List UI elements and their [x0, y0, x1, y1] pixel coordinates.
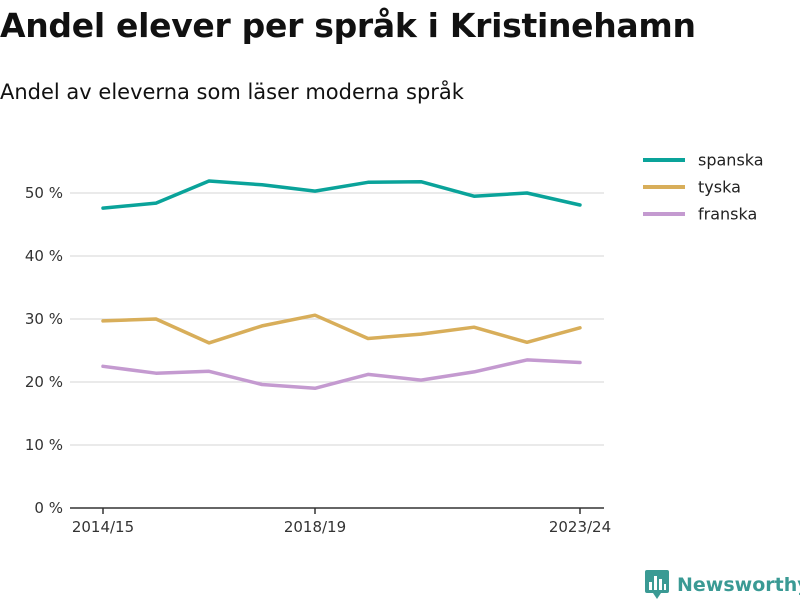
- chart-subtitle: Andel av eleverna som läser moderna språ…: [0, 80, 464, 104]
- x-tick-label: 2018/19: [284, 518, 346, 536]
- y-tick-label: 10 %: [25, 436, 63, 454]
- bar-chart-bubble-icon: [645, 570, 669, 599]
- x-axis: 2014/15 2018/19 2023/24: [70, 507, 611, 536]
- logo-text: Newsworthy: [677, 574, 800, 596]
- chart-title: Andel elever per språk i Kristinehamn: [0, 6, 696, 45]
- x-tick-label: 2014/15: [72, 518, 134, 536]
- legend-label-franska: franska: [698, 205, 757, 224]
- y-tick-label: 20 %: [25, 373, 63, 391]
- series-line-franska: [101, 358, 582, 391]
- y-tick-label: 0 %: [34, 499, 63, 517]
- series-line-tyska: [101, 313, 582, 345]
- legend-label-tyska: tyska: [698, 178, 741, 197]
- y-tick-label: 30 %: [25, 310, 63, 328]
- y-axis-tick-labels: 0 % 10 % 20 % 30 % 40 % 50 %: [25, 184, 63, 517]
- y-tick-label: 50 %: [25, 184, 63, 202]
- legend-label-spanska: spanska: [698, 151, 764, 170]
- newsworthy-logo: Newsworthy: [645, 570, 800, 600]
- series-line-spanska: [101, 179, 582, 210]
- series-lines: [101, 179, 582, 391]
- y-tick-label: 40 %: [25, 247, 63, 265]
- x-tick-label: 2023/24: [549, 518, 611, 536]
- legend: spanska tyska franska: [643, 151, 764, 224]
